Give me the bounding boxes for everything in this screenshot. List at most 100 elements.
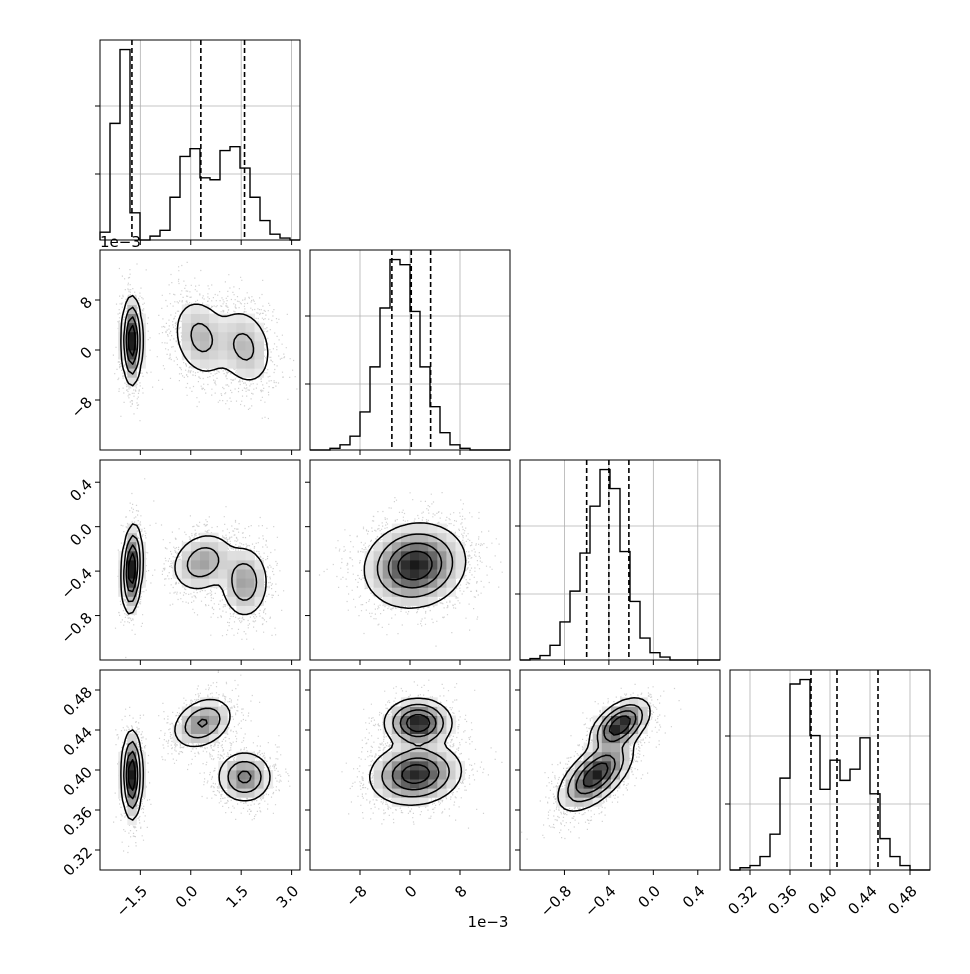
density-cell	[209, 569, 219, 579]
density-cell	[218, 569, 228, 579]
histogram-steps	[99, 48, 300, 241]
density-cell	[629, 724, 639, 734]
y-tick-label: 0.48	[60, 683, 96, 719]
density-cell	[127, 295, 137, 305]
density-cell	[118, 751, 128, 762]
density-cell	[391, 550, 402, 561]
density-cell	[254, 368, 264, 378]
density-cell	[118, 779, 128, 789]
density-cell	[428, 760, 438, 771]
density-cell	[400, 770, 411, 780]
density-cell	[601, 751, 612, 762]
scatter-panel-1-3	[305, 669, 511, 875]
density-cell	[373, 779, 384, 789]
density-cell	[601, 788, 612, 798]
density-cell	[127, 751, 137, 762]
density-cell	[227, 350, 237, 360]
density-cell	[200, 578, 210, 588]
density-cell	[190, 359, 201, 369]
density-cell	[437, 788, 447, 798]
density-cell	[419, 788, 429, 798]
density-cell	[382, 715, 393, 725]
density-cell	[127, 340, 137, 351]
density-cell	[446, 560, 456, 570]
density-cell	[190, 313, 201, 324]
density-cell	[118, 550, 128, 561]
density-cell	[364, 569, 374, 579]
density-cell	[428, 569, 438, 579]
density-cell	[400, 541, 411, 552]
density-cell	[181, 733, 192, 744]
density-cell	[437, 770, 447, 780]
y-tick-label: 0.40	[60, 763, 96, 799]
density-cell	[254, 560, 264, 570]
y-tick-label: 0.36	[60, 803, 96, 839]
density-cell	[410, 550, 420, 561]
density-cell	[455, 560, 465, 570]
density-cell	[410, 788, 420, 798]
density-cell	[400, 587, 411, 597]
density-cell	[419, 550, 429, 561]
density-cell	[245, 359, 255, 369]
density-cell	[227, 760, 237, 771]
density-cell	[574, 770, 584, 780]
density-cell	[437, 706, 447, 716]
density-cell	[410, 523, 420, 534]
density-cell	[410, 596, 420, 606]
density-cell	[200, 569, 210, 579]
density-cell	[437, 751, 447, 762]
x-tick-label: 0.0	[172, 882, 202, 912]
contour-level-3	[391, 709, 440, 791]
density-cell	[620, 733, 630, 744]
density-cell	[209, 340, 219, 351]
density-cell	[400, 724, 411, 734]
density-cell	[400, 797, 411, 807]
y-tick-label: 0	[77, 343, 96, 362]
density-cell	[209, 697, 219, 707]
density-cell	[610, 779, 621, 789]
density-cell	[200, 733, 210, 744]
density-cell	[410, 697, 420, 707]
contour-level-1	[363, 522, 467, 609]
contour-level-4	[397, 550, 433, 581]
density-cell	[610, 770, 621, 780]
density-cell	[200, 560, 210, 570]
density-cell	[245, 368, 255, 378]
density-cell	[437, 760, 447, 771]
density-cell	[236, 596, 246, 606]
y-tick-label: 0.4	[66, 476, 96, 506]
density-cell	[218, 706, 228, 716]
density-cell	[400, 596, 411, 606]
density-cell	[400, 532, 411, 543]
density-cell	[127, 733, 137, 744]
density-cell	[181, 350, 192, 360]
density-cell	[236, 322, 246, 333]
density-cell	[127, 523, 137, 534]
density-cell	[218, 331, 228, 342]
density-cell	[419, 742, 429, 753]
contour-level-2	[123, 707, 262, 810]
density-cell	[190, 541, 201, 552]
contour-level-4	[127, 324, 136, 357]
y-offset-text: 1e−3	[100, 233, 141, 251]
density-cell	[373, 541, 384, 552]
density-cell	[200, 304, 210, 314]
density-cell	[565, 788, 575, 798]
density-cell	[592, 770, 603, 780]
density-cell	[209, 532, 219, 543]
density-cell	[574, 779, 584, 789]
density-cell	[610, 706, 621, 716]
density-cell	[254, 331, 264, 342]
density-cell	[419, 578, 429, 588]
density-cell	[592, 724, 603, 734]
density-cell	[136, 760, 146, 771]
contour-level-2	[567, 704, 644, 803]
density-cell	[400, 742, 411, 753]
density-cell	[245, 578, 255, 588]
density-cell	[118, 560, 128, 570]
density-cell	[245, 779, 255, 789]
density-cell	[556, 797, 566, 807]
density-cell	[127, 331, 137, 342]
histogram-frame	[99, 39, 301, 241]
density-cell	[227, 331, 237, 342]
